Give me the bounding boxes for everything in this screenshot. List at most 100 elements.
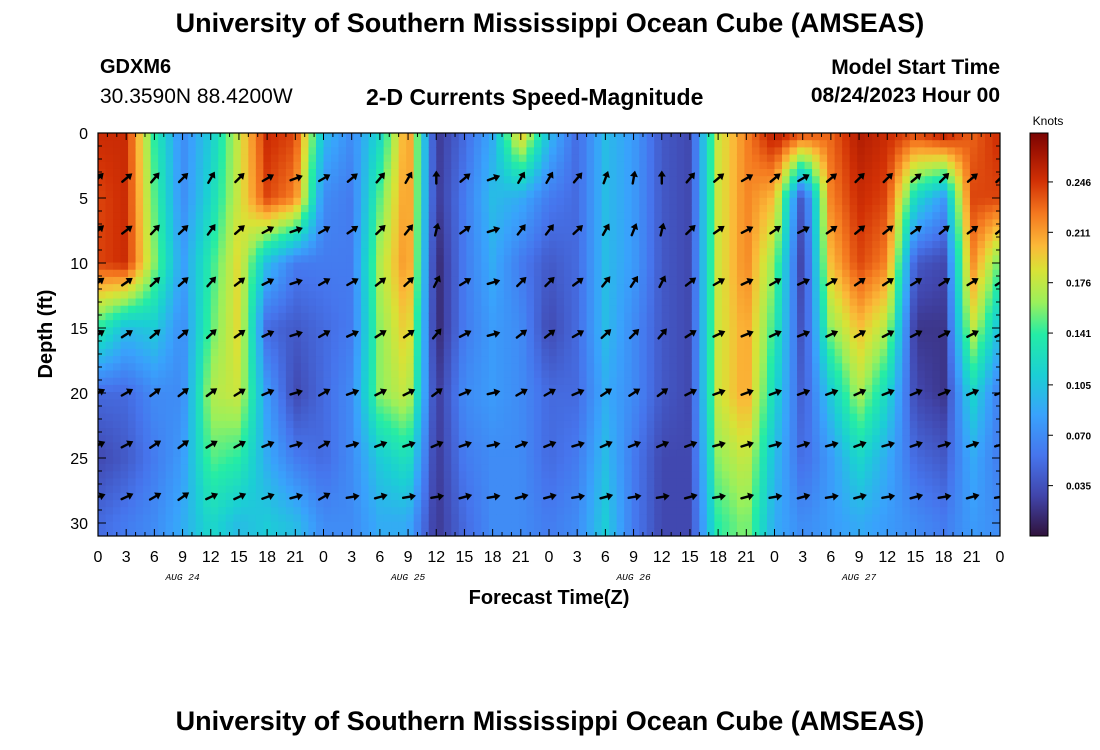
heatmap-cell xyxy=(308,384,317,393)
heatmap-cell xyxy=(105,176,114,184)
heatmap-cell xyxy=(120,356,129,364)
heatmap-cell xyxy=(338,183,347,192)
heatmap-cell xyxy=(331,478,340,487)
heatmap-cell xyxy=(721,420,730,429)
heatmap-cell xyxy=(541,176,550,184)
heatmap-cell xyxy=(684,248,693,256)
heatmap-cell xyxy=(609,233,618,242)
heatmap-cell xyxy=(173,370,182,379)
heatmap-cell xyxy=(549,233,558,242)
heatmap-cell xyxy=(594,176,603,184)
heatmap-cell xyxy=(541,377,550,386)
heatmap-cell xyxy=(699,269,708,278)
heatmap-cell xyxy=(669,341,678,350)
heatmap-cell xyxy=(203,363,212,372)
heatmap-cell xyxy=(466,521,475,530)
heatmap-cell xyxy=(315,226,325,235)
heatmap-cell xyxy=(744,420,753,429)
heatmap-cell xyxy=(646,291,655,300)
heatmap-cell xyxy=(353,384,362,393)
heatmap-cell xyxy=(383,255,392,264)
heatmap-cell xyxy=(721,219,730,228)
heatmap-cell xyxy=(150,269,159,278)
heatmap-cell xyxy=(503,248,513,256)
heatmap-cell xyxy=(639,348,648,357)
heatmap-cell xyxy=(684,161,693,170)
heatmap-cell xyxy=(631,456,640,465)
heatmap-cell xyxy=(255,183,264,192)
heatmap-cell xyxy=(736,363,746,372)
heatmap-cell xyxy=(571,197,580,206)
heatmap-cell xyxy=(98,413,107,422)
heatmap-cell xyxy=(654,248,663,256)
heatmap-cell xyxy=(533,204,543,213)
heatmap-cell xyxy=(443,269,452,278)
heatmap-cell xyxy=(466,406,475,415)
heatmap-cell xyxy=(195,212,204,220)
heatmap-cell xyxy=(353,500,362,508)
heatmap-cell xyxy=(323,140,332,148)
heatmap-cell xyxy=(601,298,610,307)
heatmap-cell xyxy=(143,363,152,372)
heatmap-cell xyxy=(631,406,640,415)
heatmap-cell xyxy=(353,334,362,343)
heatmap-cell xyxy=(496,284,505,292)
heatmap-cell xyxy=(413,341,422,350)
heatmap-cell xyxy=(518,334,528,343)
heatmap-cell xyxy=(255,204,264,213)
heatmap-cell xyxy=(609,190,618,199)
heatmap-cell xyxy=(368,420,377,429)
heatmap-cell xyxy=(511,140,520,148)
heatmap-cell xyxy=(721,168,730,177)
heatmap-cell xyxy=(729,305,738,314)
heatmap-cell xyxy=(240,176,249,184)
heatmap-cell xyxy=(270,140,279,148)
heatmap-cell xyxy=(180,255,189,264)
heatmap-cell xyxy=(165,305,174,314)
heatmap-cell xyxy=(218,176,227,184)
heatmap-cell xyxy=(488,204,497,213)
heatmap-cell xyxy=(503,464,513,472)
heatmap-cell xyxy=(338,392,347,400)
heatmap-cell xyxy=(564,140,573,148)
heatmap-cell xyxy=(98,269,107,278)
heatmap-cell xyxy=(511,284,520,292)
heatmap-cell xyxy=(338,262,347,271)
heatmap-cell xyxy=(361,348,370,357)
heatmap-cell xyxy=(676,284,685,292)
heatmap-cell xyxy=(210,428,219,436)
heatmap-cell xyxy=(488,298,497,307)
heatmap-cell xyxy=(579,399,588,408)
heatmap-cell xyxy=(518,133,528,141)
heatmap-cell xyxy=(315,348,325,357)
heatmap-cell xyxy=(428,161,437,170)
heatmap-cell xyxy=(436,341,445,350)
heatmap-cell xyxy=(308,370,317,379)
heatmap-cell xyxy=(458,334,467,343)
heatmap-cell xyxy=(233,133,242,141)
heatmap-cell xyxy=(564,442,573,451)
heatmap-cell xyxy=(669,348,678,357)
heatmap-cell xyxy=(270,406,279,415)
heatmap-cell xyxy=(549,485,558,494)
heatmap-cell xyxy=(714,464,723,472)
heatmap-cell xyxy=(255,140,264,148)
heatmap-cell xyxy=(526,161,535,170)
heatmap-cell xyxy=(518,528,528,536)
heatmap-cell xyxy=(714,284,723,292)
heatmap-cell xyxy=(383,133,392,141)
heatmap-cell xyxy=(278,478,287,487)
heatmap-cell xyxy=(361,384,370,393)
heatmap-cell xyxy=(135,276,144,285)
heatmap-cell xyxy=(669,492,678,501)
heatmap-cell xyxy=(601,197,610,206)
heatmap-cell xyxy=(331,204,340,213)
heatmap-cell xyxy=(323,377,332,386)
heatmap-cell xyxy=(684,384,693,393)
heatmap-cell xyxy=(203,500,212,508)
heatmap-cell xyxy=(293,269,302,278)
heatmap-cell xyxy=(180,233,189,242)
heatmap-cell xyxy=(135,435,144,444)
heatmap-cell xyxy=(586,356,595,364)
